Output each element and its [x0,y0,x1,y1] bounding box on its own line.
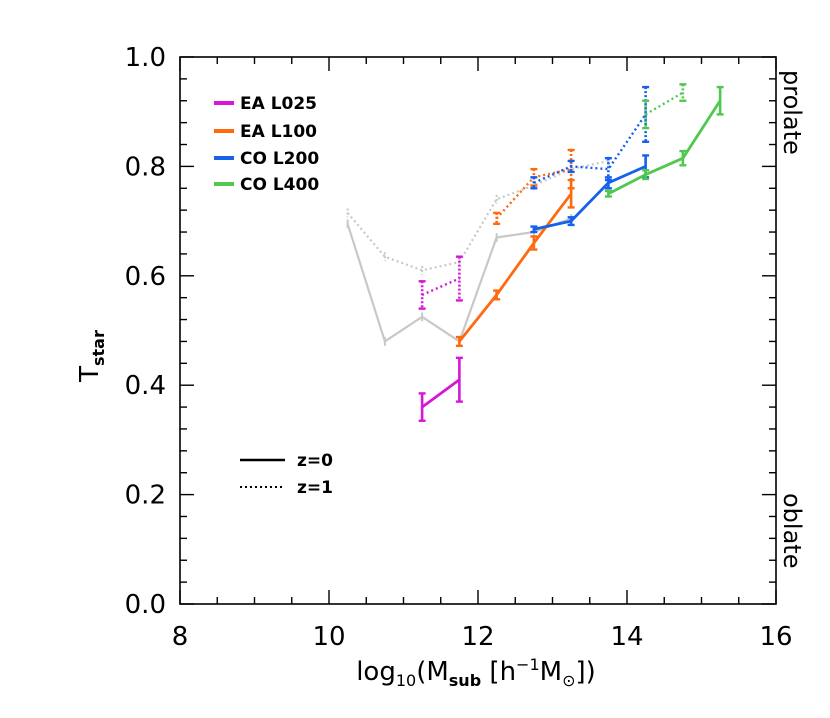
oblate-label: oblate [778,493,806,568]
series-line-co-l400-z0 [607,100,722,196]
linestyle-label-z1: z=1 [297,478,333,498]
linestyle-legend: z=0 z=1 [240,451,333,498]
x-axis-label: log10(Msub [h−1M⊙]) [356,655,596,690]
ticks [179,56,777,605]
data-series [418,83,724,422]
x-tick-label: 16 [759,622,792,652]
series-line-co-l400-z1 [644,91,684,116]
y-tick-label: 0.2 [125,481,166,511]
y-tick-label: 1.0 [125,43,166,73]
y-axis-label: Tstar [75,330,108,383]
series-line-co-l200-z0 [533,165,647,231]
y-tick-label: 0.4 [125,371,166,401]
x-tick-label: 12 [461,622,494,652]
series-line-ea-l025-z0 [421,378,461,409]
x-tick-label: 14 [610,622,643,652]
legend-label-co-l400: CO L400 [240,175,319,195]
prolate-label: prolate [778,70,806,155]
series-line-ea-l100-z0 [458,192,573,343]
background-line-z1 [346,159,609,272]
legend-label-ea-l100: EA L100 [240,122,317,142]
x-tick-label: 10 [312,622,345,652]
tick-labels: 8 10 12 14 16 0.0 0.2 0.4 0.6 0.8 1.0 [125,43,793,652]
legend-label-ea-l025: EA L025 [240,94,317,114]
legend: EA L025 EA L100 CO L200 CO L400 [214,94,319,195]
x-tick-label: 8 [172,622,189,652]
y-tick-label: 0.8 [125,152,166,182]
legend-label-co-l200: CO L200 [240,149,319,169]
y-tick-label: 0.6 [125,262,166,292]
series-line-co-l200-z1 [533,113,647,184]
series-line-ea-l025-z1 [421,277,460,296]
linestyle-label-z0: z=0 [297,451,333,471]
y-tick-label: 0.0 [125,590,166,620]
